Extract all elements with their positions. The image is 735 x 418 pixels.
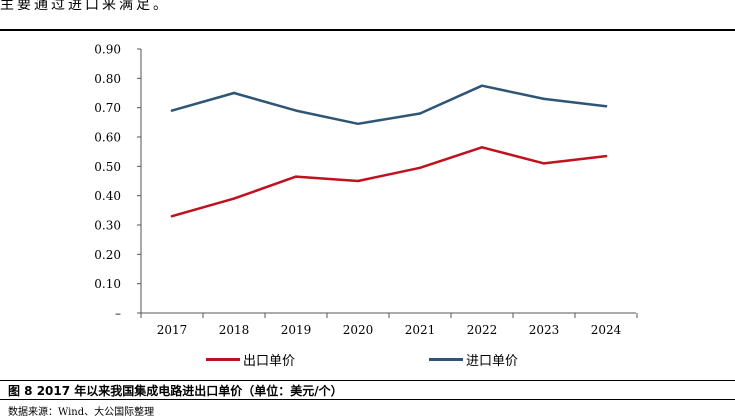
legend-item-import: 进口单价 — [429, 350, 518, 369]
top-divider — [0, 29, 735, 31]
data-point-export — [418, 166, 422, 169]
legend-label-export: 出口单价 — [243, 354, 296, 369]
series-line-import — [170, 84, 608, 126]
legend-label-import: 进口单价 — [466, 354, 519, 369]
x-tick-label: 2019 — [281, 323, 312, 337]
y-tick-label: 0.30 — [94, 219, 121, 233]
data-point-export — [480, 146, 484, 149]
caption-divider-bottom — [0, 399, 735, 400]
data-point-import — [542, 97, 546, 101]
data-point-import — [170, 109, 174, 112]
legend-swatch-export — [206, 358, 240, 361]
line-chart: – 0.10 0.20 0.30 0.40 0.50 0.60 0.70 0.80 0.90 201… — [94, 43, 638, 337]
y-tick-label: 0.10 — [94, 277, 121, 291]
caption-divider — [0, 380, 735, 381]
data-point-export — [294, 175, 298, 178]
intro-text: 主要通过进口来满足。 — [0, 0, 170, 13]
figure-caption: 图 8 2017 年以来我国集成电路进出口单价（单位：美元/个） — [8, 384, 343, 398]
x-tick-label: 2017 — [157, 323, 188, 337]
data-point-import — [480, 84, 484, 87]
x-tick-label: 2020 — [343, 323, 374, 337]
data-point-import — [294, 109, 298, 112]
data-point-export — [542, 162, 546, 165]
y-tick-label: 0.60 — [94, 131, 121, 145]
data-point-import — [356, 122, 360, 126]
data-point-import — [418, 112, 422, 115]
data-point-export — [604, 154, 608, 158]
legend-swatch-import — [429, 358, 463, 361]
data-point-export — [170, 215, 174, 218]
series-line-export — [170, 146, 608, 218]
y-tick-label: 0.80 — [94, 72, 121, 86]
data-point-import — [232, 91, 236, 95]
source-note: 数据来源：Wind、大公国际整理 — [8, 407, 155, 418]
y-tick-label: 0.50 — [94, 160, 121, 174]
y-tick-label: 0.20 — [94, 248, 121, 262]
y-tick-label: – — [115, 307, 121, 321]
y-tick-label: 0.90 — [94, 43, 121, 57]
legend-item-export: 出口单价 — [206, 350, 295, 369]
y-tick-label: 0.40 — [94, 189, 121, 203]
x-tick-label: 2018 — [219, 323, 250, 337]
data-point-export — [232, 197, 236, 200]
x-tick-label: 2024 — [591, 323, 622, 337]
x-tick-label: 2022 — [467, 323, 498, 337]
data-point-export — [356, 179, 360, 183]
data-point-import — [604, 105, 608, 108]
x-tick-label: 2021 — [405, 323, 436, 337]
x-tick-label: 2023 — [529, 323, 560, 337]
chart-legend: 出口单价 进口单价 — [0, 350, 735, 370]
y-tick-label: 0.70 — [94, 101, 121, 115]
